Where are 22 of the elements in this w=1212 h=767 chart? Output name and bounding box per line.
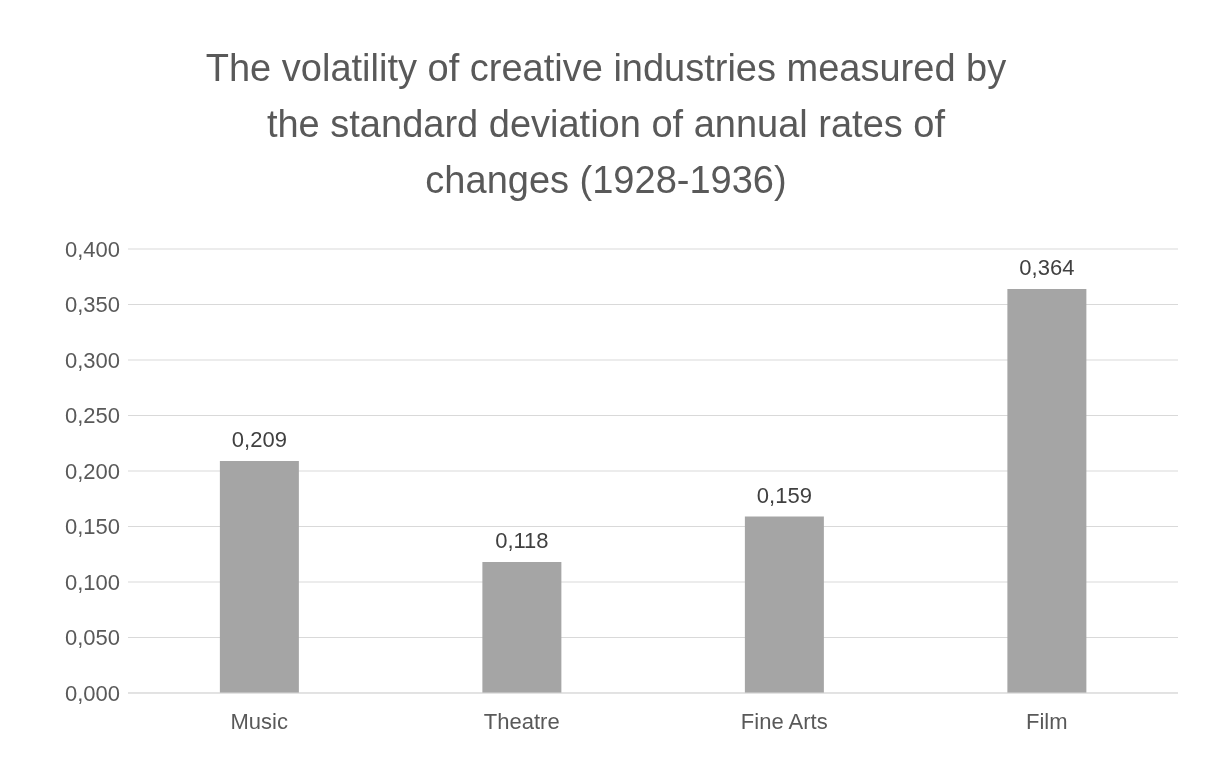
y-tick-label: 0,050 xyxy=(64,625,120,651)
bar xyxy=(744,516,824,693)
bar xyxy=(482,562,562,693)
data-label: 0,159 xyxy=(756,482,812,508)
y-tick-label: 0,200 xyxy=(64,458,120,484)
data-label: 0,118 xyxy=(495,528,549,554)
x-tick-label: Music xyxy=(230,708,288,734)
y-tick-label: 0,300 xyxy=(64,347,120,373)
y-tick-label: 0,400 xyxy=(64,236,120,262)
y-tick-label: 0,150 xyxy=(64,514,120,540)
chart-title: The volatility of creative industries measured by the standard deviation of annual rates of changes (1928-1936) xyxy=(204,46,1008,203)
data-label: 0,209 xyxy=(231,427,287,453)
bar xyxy=(1007,288,1087,693)
x-tick-label: Theatre xyxy=(483,708,560,734)
y-tick-label: 0,100 xyxy=(64,569,120,595)
y-tick-label: 0,350 xyxy=(64,292,120,318)
y-tick-label: 0,250 xyxy=(64,403,120,429)
y-tick-label: 0,000 xyxy=(64,680,120,706)
x-tick-label: Fine Arts xyxy=(740,708,828,734)
x-tick-label: Film xyxy=(1025,708,1068,734)
data-label: 0,364 xyxy=(1019,254,1075,280)
bar xyxy=(219,461,299,693)
